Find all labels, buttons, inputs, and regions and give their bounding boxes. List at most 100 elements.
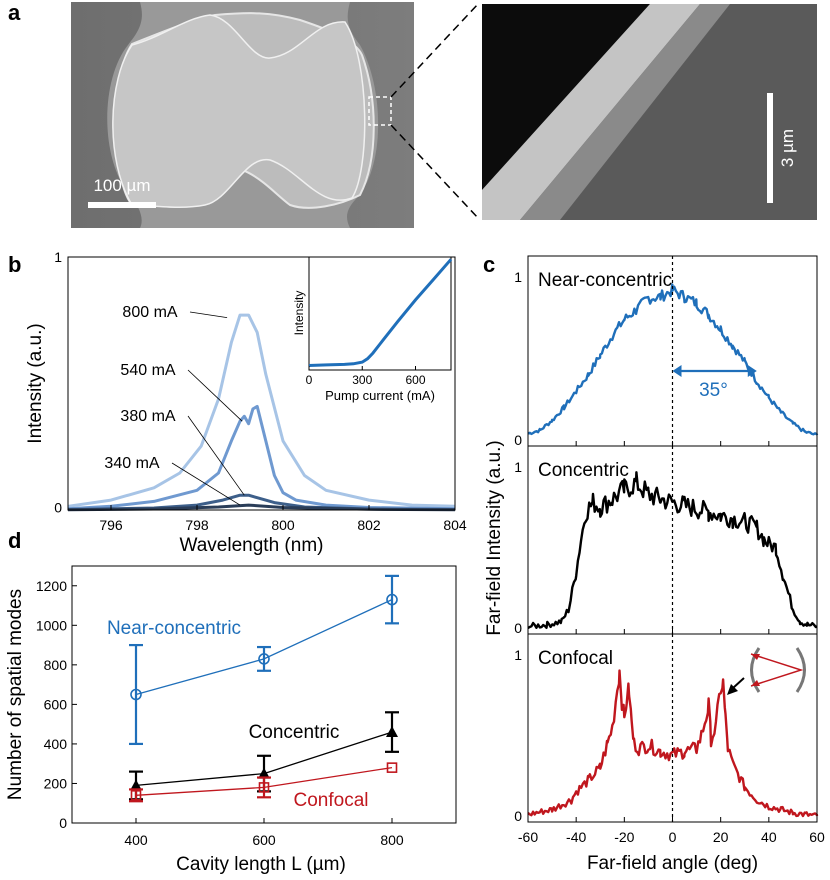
- y-axis-label: Intensity (a.u.): [25, 323, 46, 443]
- series-leader-line: [171, 462, 241, 506]
- x-axis-label: Cavity length L (µm): [176, 854, 346, 875]
- mirror-right: [795, 647, 806, 693]
- inset-x-tick-label: 300: [352, 373, 372, 387]
- subplot-title: Concentric: [538, 460, 629, 481]
- panel-c-label: c: [483, 252, 495, 277]
- data-point: [130, 688, 142, 701]
- y-tick-label: 600: [44, 696, 68, 712]
- scale-bar-label-100um: 100 µm: [93, 176, 150, 195]
- series-label: Concentric: [249, 722, 340, 743]
- panel-b: b 796 798 800 802 804 0 1 Wavelength (nm) Intens…: [8, 249, 467, 556]
- scale-bar-100um: [88, 202, 156, 208]
- x-tick-label: -20: [614, 829, 634, 845]
- series-label: Confocal: [294, 790, 369, 811]
- series-label: 800 mA: [122, 304, 177, 321]
- inset-frame: [308, 256, 452, 371]
- inset-x-axis-label: Pump current (mA): [325, 388, 435, 403]
- x-tick-label: 798: [185, 517, 209, 533]
- x-tick-label: 804: [443, 517, 467, 533]
- x-tick-label: 40: [761, 829, 777, 845]
- panel-a: a 100 µm 3 µm: [8, 0, 817, 228]
- x-tick-label: 20: [713, 829, 729, 845]
- series-label: 380 mA: [120, 408, 175, 425]
- data-point: [386, 593, 398, 606]
- sem-image-cavity: 100 µm: [71, 2, 414, 228]
- zoom-sidewall-shadow: [520, 4, 730, 220]
- panel-c: c Near-concentric 0 1 35° Concentric 0 1 Confoc…: [483, 252, 825, 874]
- peak-arrow-head: [727, 684, 738, 695]
- series-label: Near-concentric: [107, 618, 241, 639]
- ray-arrow-head-bottom: [751, 680, 760, 686]
- series-line-800-mA: [67, 313, 456, 508]
- y-tick-label: 0: [514, 432, 522, 448]
- subplot-line-near-concentric: [527, 283, 819, 436]
- y-tick-label: 1: [54, 249, 62, 265]
- inset-y-axis-label: Intensity: [292, 291, 306, 336]
- data-point: [130, 790, 142, 801]
- panel-a-label: a: [8, 0, 21, 25]
- x-tick-label: 800: [380, 832, 404, 848]
- zoom-box: [368, 96, 392, 126]
- subplot-line-concentric: [527, 471, 818, 630]
- x-tick-label: 0: [669, 829, 677, 845]
- peak-arrow-line: [732, 677, 745, 689]
- mirror-left: [750, 647, 761, 693]
- series-label: 340 mA: [104, 455, 159, 472]
- y-tick-label: 0: [59, 815, 67, 831]
- scale-bar-label-3um: 3 µm: [778, 129, 797, 167]
- x-tick-label: 800: [271, 517, 295, 533]
- series-leader-line: [187, 415, 245, 496]
- y-tick-label: 400: [44, 736, 68, 752]
- data-point: [386, 726, 398, 738]
- y-tick-label: 1200: [36, 578, 67, 594]
- y-tick-label: 200: [44, 775, 68, 791]
- inset-line: [308, 258, 453, 367]
- x-tick-label: -60: [518, 829, 538, 845]
- x-tick-label: 796: [99, 517, 123, 533]
- panel-c-plot: Near-concentric 0 1 35° Concentric 0 1 Confocal…: [484, 255, 825, 874]
- sem-image-zoom: 3 µm: [482, 4, 817, 220]
- x-axis-label: Wavelength (nm): [180, 535, 324, 556]
- cavity-shape: [112, 14, 366, 208]
- fwhm-arrow-head-left: [672, 365, 682, 377]
- data-point: [386, 762, 398, 773]
- x-tick-label: 802: [357, 517, 381, 533]
- y-tick-label: 800: [44, 657, 68, 673]
- data-point: [258, 653, 270, 665]
- subplot-line-confocal: [527, 669, 819, 818]
- data-point: [258, 767, 270, 779]
- fwhm-annotation: 35°: [699, 380, 728, 401]
- y-tick-label: 1: [514, 269, 522, 285]
- x-axis-label: Far-field angle (deg): [587, 853, 758, 874]
- zoom-line-bottom: [390, 124, 479, 219]
- zoom-sidewall: [482, 4, 700, 220]
- y-tick-label: 1: [514, 459, 522, 475]
- series-label: 540 mA: [120, 362, 175, 379]
- plot-frame: [67, 256, 456, 511]
- y-tick-label: 0: [514, 620, 522, 636]
- panel-b-plot: 796 798 800 802 804 0 1 Wavelength (nm) Intensit…: [25, 249, 467, 556]
- ray-arrow-head-top: [751, 654, 760, 660]
- zoom-line-top: [390, 3, 479, 98]
- inset-x-tick-label: 600: [405, 373, 425, 387]
- x-tick-label: -40: [566, 829, 586, 845]
- x-tick-label: 400: [124, 832, 148, 848]
- subplot-title: Near-concentric: [538, 270, 672, 291]
- y-tick-label: 1: [514, 647, 522, 663]
- fwhm-arrow-head-right: [747, 365, 757, 377]
- panel-b-label: b: [8, 252, 21, 277]
- panel-d: d 0 200 400 600 800 1000 1200 400 600 800 Near-con…: [5, 528, 457, 875]
- y-axis-label: Number of spatial modes: [5, 589, 26, 800]
- y-tick-label: 0: [54, 499, 62, 515]
- scale-bar-3um: [767, 93, 773, 203]
- series-leader-line: [189, 311, 228, 318]
- x-tick-label: 600: [252, 832, 276, 848]
- y-tick-label: 1000: [36, 617, 67, 633]
- x-tick-label: 60: [809, 829, 825, 845]
- data-point: [258, 782, 270, 793]
- panel-d-label: d: [8, 528, 21, 553]
- ray-path: [750, 653, 804, 687]
- y-axis-label: Far-field Intensity (a.u.): [484, 440, 505, 635]
